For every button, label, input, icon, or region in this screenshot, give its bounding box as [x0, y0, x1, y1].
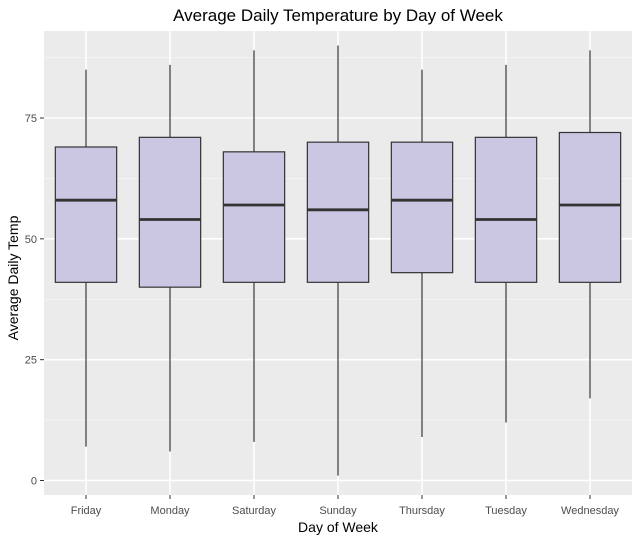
- y-tick-label: 50: [25, 234, 37, 246]
- x-tick-label: Friday: [71, 505, 102, 517]
- x-tick-label: Wednesday: [561, 505, 619, 517]
- iqr-box: [306, 141, 370, 283]
- box-thursday: [390, 69, 454, 437]
- iqr-box: [474, 136, 538, 283]
- box-tuesday: [474, 64, 538, 423]
- x-axis: Friday Monday Saturday Sunday Thursday Tuesda…: [71, 495, 619, 517]
- box-friday: [54, 69, 118, 447]
- iqr-box: [222, 151, 286, 283]
- iqr-box: [54, 146, 118, 283]
- y-axis-title: Average Daily Temp: [5, 215, 21, 340]
- x-tick-label: Sunday: [319, 505, 357, 517]
- x-axis-title: Day of Week: [298, 519, 379, 535]
- box-wednesday: [558, 50, 622, 399]
- iqr-box: [558, 131, 622, 283]
- chart-title: Average Daily Temperature by Day of Week: [173, 6, 503, 25]
- x-tick-label: Thursday: [399, 505, 445, 517]
- y-tick-label: 0: [31, 476, 37, 488]
- box-saturday: [222, 50, 286, 442]
- iqr-box: [390, 141, 454, 274]
- y-tick-label: 25: [25, 355, 37, 367]
- iqr-box: [138, 136, 202, 288]
- y-tick-label: 75: [25, 113, 37, 125]
- boxes-layer: [54, 45, 622, 476]
- box-sunday: [306, 45, 370, 476]
- x-tick-label: Monday: [150, 505, 190, 517]
- x-tick-label: Saturday: [232, 505, 277, 517]
- box-monday: [138, 64, 202, 452]
- y-axis: 0 25 50 75: [25, 113, 44, 488]
- x-tick-label: Tuesday: [485, 505, 527, 517]
